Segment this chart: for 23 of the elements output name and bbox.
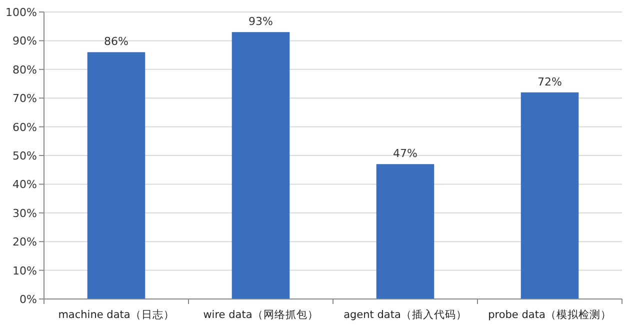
y-tick-label: 90% (12, 34, 37, 48)
y-tick-label: 10% (12, 264, 37, 278)
bar (232, 32, 290, 299)
bar (376, 164, 434, 299)
y-tick-label: 0% (20, 293, 37, 306)
data-label: 93% (248, 15, 273, 28)
y-tick-label: 40% (12, 178, 37, 192)
y-tick-label: 70% (12, 92, 37, 106)
bar (520, 92, 579, 299)
bar (87, 52, 146, 299)
x-tick-label: probe data（模拟检测） (488, 308, 612, 321)
data-label: 47% (393, 147, 418, 160)
y-tick-label: 80% (12, 63, 37, 76)
data-label: 72% (538, 75, 562, 88)
y-tick-label: 30% (12, 206, 37, 220)
y-tick-label: 100% (6, 6, 37, 19)
data-label: 86% (104, 35, 128, 48)
x-tick-label: wire data（网络抓包） (203, 309, 318, 321)
x-tick-label: machine data（日志） (58, 308, 174, 321)
x-tick-label: agent data（插入代码） (344, 308, 467, 321)
y-tick-label: 60% (12, 120, 37, 134)
y-tick-label: 50% (12, 150, 37, 162)
y-tick-label: 20% (12, 236, 37, 249)
